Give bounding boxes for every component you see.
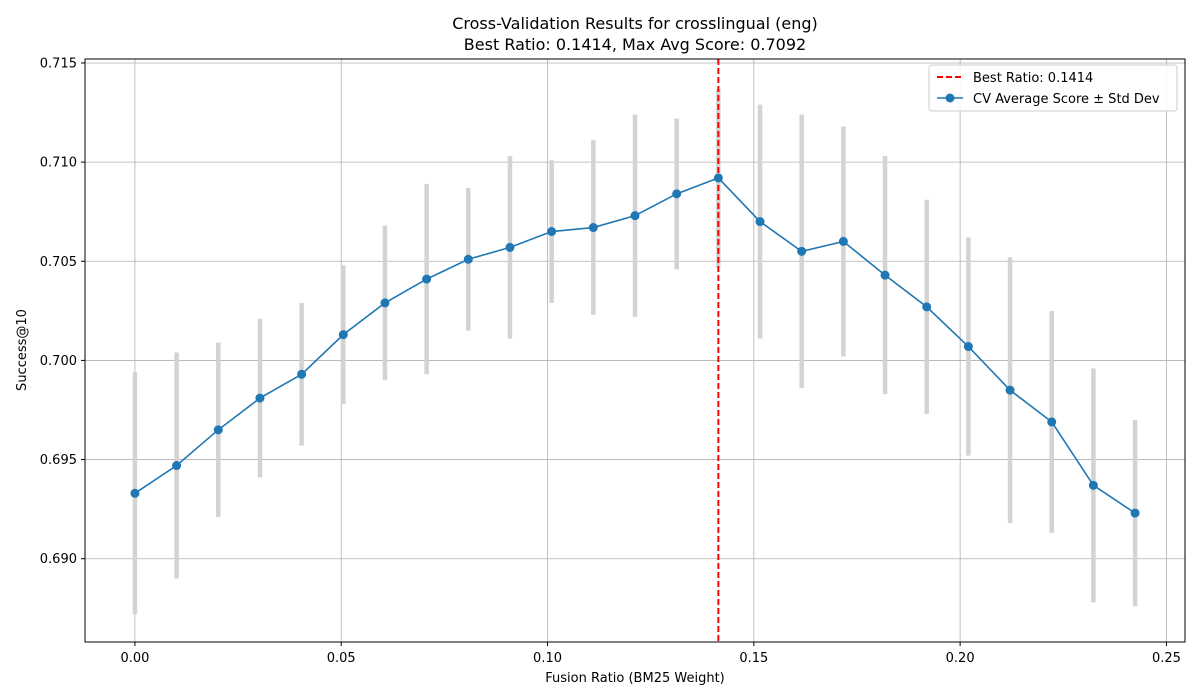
data-point — [172, 461, 182, 471]
y-tick-label: 0.710 — [40, 156, 77, 171]
legend-series-swatch-marker — [945, 93, 955, 103]
data-point — [422, 274, 432, 284]
y-tick-label: 0.715 — [40, 56, 77, 71]
data-point — [630, 211, 640, 221]
data-point — [130, 488, 140, 498]
y-axis-label: Success@10 — [15, 309, 30, 391]
x-tick-label: 0.25 — [1152, 651, 1181, 666]
y-tick-label: 0.695 — [40, 453, 77, 468]
x-tick-label: 0.05 — [327, 651, 356, 666]
chart-title: Cross-Validation Results for crosslingua… — [452, 14, 818, 33]
x-axis-label: Fusion Ratio (BM25 Weight) — [545, 671, 724, 686]
legend-best-ratio-label: Best Ratio: 0.1414 — [973, 71, 1093, 86]
series-group — [130, 173, 1140, 518]
x-tick-label: 0.00 — [120, 651, 149, 666]
data-point — [505, 242, 515, 252]
y-tick-label: 0.690 — [40, 552, 77, 567]
legend-series-label: CV Average Score ± Std Dev — [973, 92, 1160, 107]
legend: Best Ratio: 0.1414 CV Average Score ± St… — [928, 64, 1178, 112]
plot-frame — [84, 58, 1186, 643]
data-point — [797, 246, 807, 256]
y-tick-label: 0.700 — [40, 354, 77, 369]
data-point — [1130, 508, 1140, 518]
data-point — [922, 302, 932, 312]
data-point — [880, 270, 890, 280]
data-point — [463, 254, 473, 264]
data-point — [380, 298, 390, 308]
data-point — [713, 173, 723, 183]
data-point — [1047, 417, 1057, 427]
x-tick-label: 0.10 — [533, 651, 562, 666]
legend-box — [928, 64, 1178, 112]
data-point — [1005, 385, 1015, 395]
data-point — [672, 189, 682, 199]
data-point — [255, 393, 265, 403]
data-point — [297, 369, 307, 379]
data-point — [547, 227, 557, 237]
ticks: 0.00 0.05 0.10 0.15 0.20 0.25 0.690 0.695 0.700 0… — [40, 56, 1181, 666]
data-point — [838, 236, 848, 246]
data-point — [588, 223, 598, 233]
data-point — [755, 217, 765, 227]
data-point — [1088, 480, 1098, 490]
data-point — [213, 425, 223, 435]
data-point — [338, 330, 348, 340]
y-tick-label: 0.705 — [40, 255, 77, 270]
data-point — [963, 342, 973, 352]
chart-subtitle: Best Ratio: 0.1414, Max Avg Score: 0.709… — [464, 35, 806, 54]
x-tick-label: 0.20 — [946, 651, 975, 666]
x-tick-label: 0.15 — [739, 651, 768, 666]
